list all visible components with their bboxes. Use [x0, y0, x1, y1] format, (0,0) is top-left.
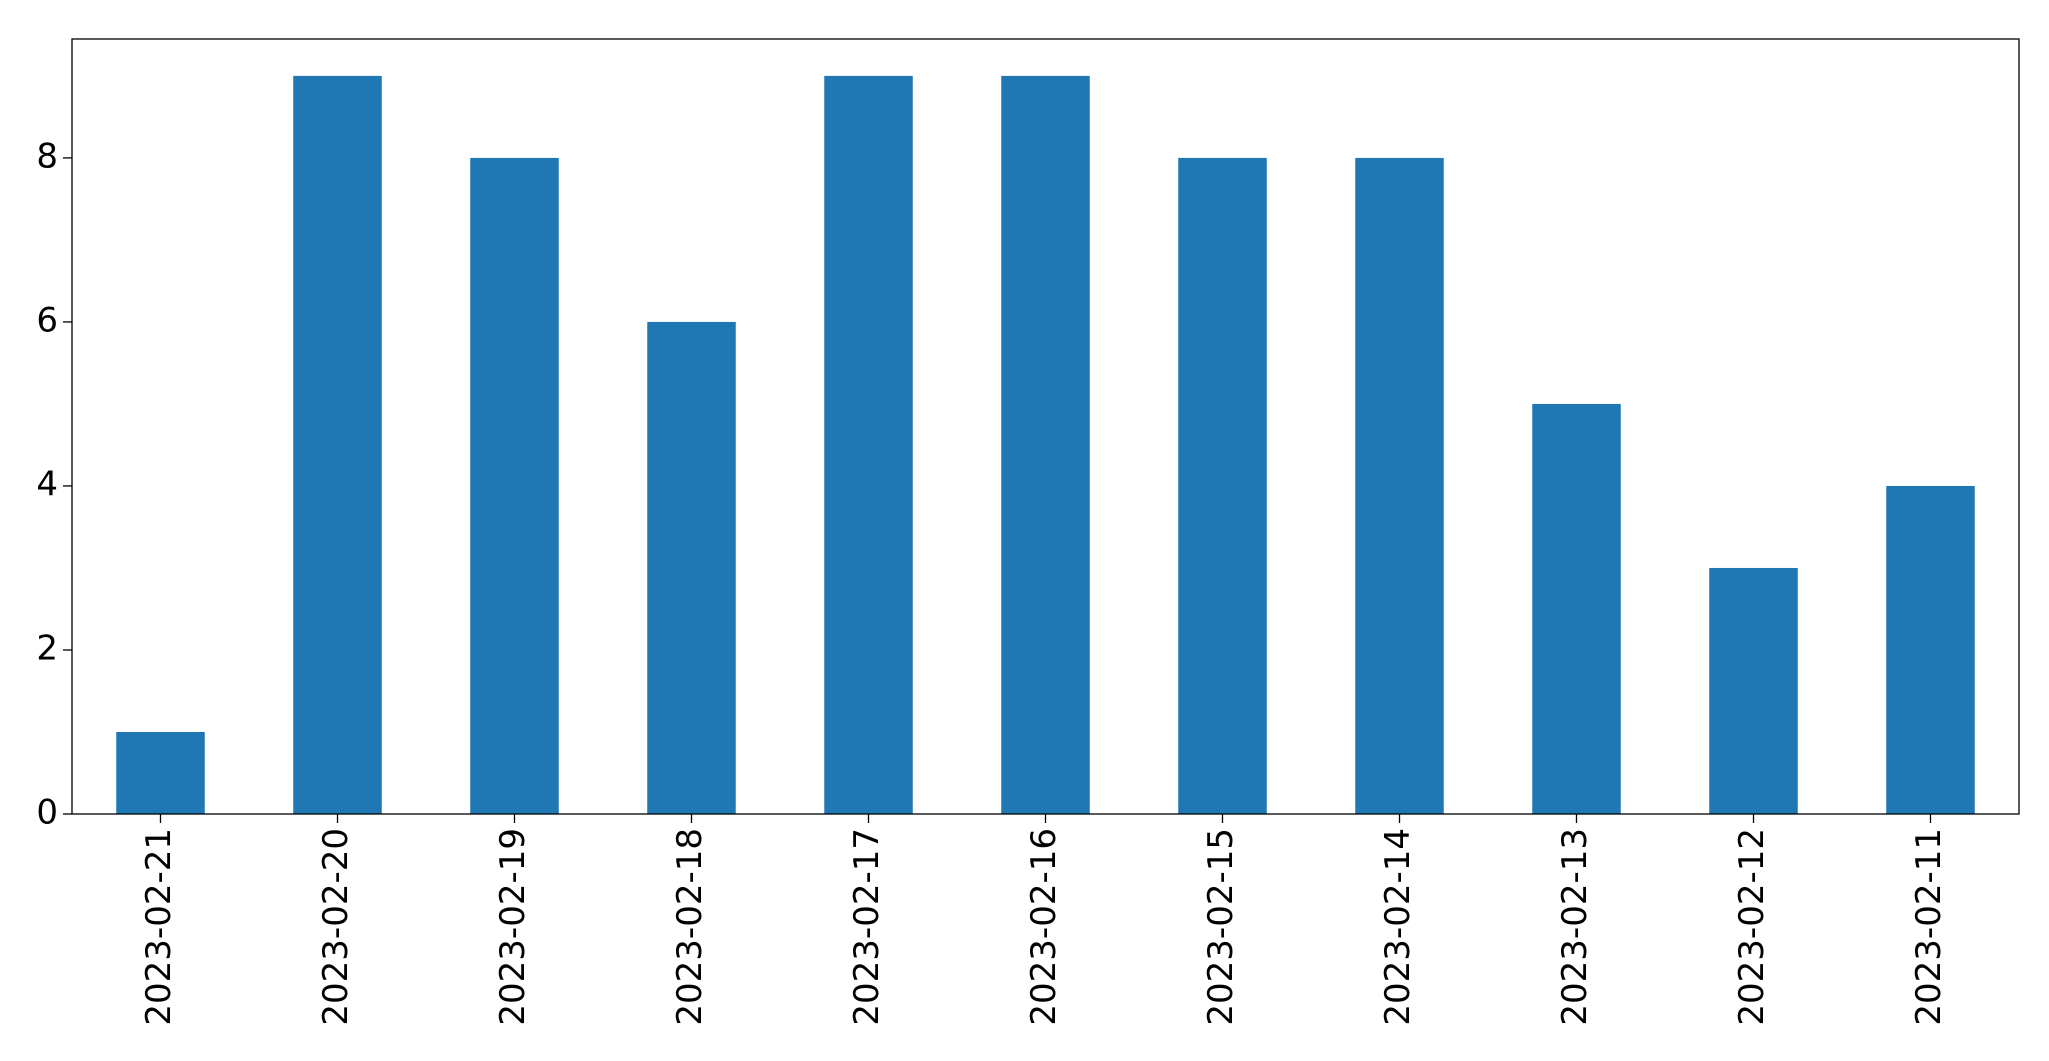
x-tick-label: 2023-02-15 — [1201, 828, 1241, 1026]
y-tick-label: 2 — [36, 628, 58, 668]
x-tick-label: 2023-02-12 — [1732, 828, 1772, 1026]
x-tick-label: 2023-02-17 — [847, 828, 887, 1026]
bar — [1532, 403, 1621, 814]
bar — [470, 157, 559, 814]
bar — [1709, 567, 1798, 814]
bar — [824, 75, 913, 814]
bar — [1355, 157, 1444, 814]
x-tick-label: 2023-02-13 — [1555, 828, 1595, 1026]
bar — [1886, 485, 1975, 814]
x-tick-label: 2023-02-11 — [1909, 828, 1949, 1026]
bar — [1001, 75, 1090, 814]
y-tick-label: 8 — [36, 136, 58, 176]
x-tick-label: 2023-02-21 — [139, 828, 179, 1026]
x-tick-label: 2023-02-18 — [670, 828, 710, 1026]
bar — [1178, 157, 1267, 814]
y-tick-label: 4 — [36, 464, 58, 504]
y-tick-label: 0 — [36, 793, 58, 833]
x-tick-label: 2023-02-14 — [1378, 828, 1418, 1026]
plot-area — [116, 75, 1975, 814]
x-tick-label: 2023-02-20 — [316, 828, 356, 1026]
bar — [647, 321, 736, 814]
x-tick-label: 2023-02-16 — [1024, 828, 1064, 1026]
bar — [116, 731, 205, 814]
bar — [293, 75, 382, 814]
x-tick-label: 2023-02-19 — [493, 828, 533, 1026]
y-tick-label: 6 — [36, 300, 58, 340]
